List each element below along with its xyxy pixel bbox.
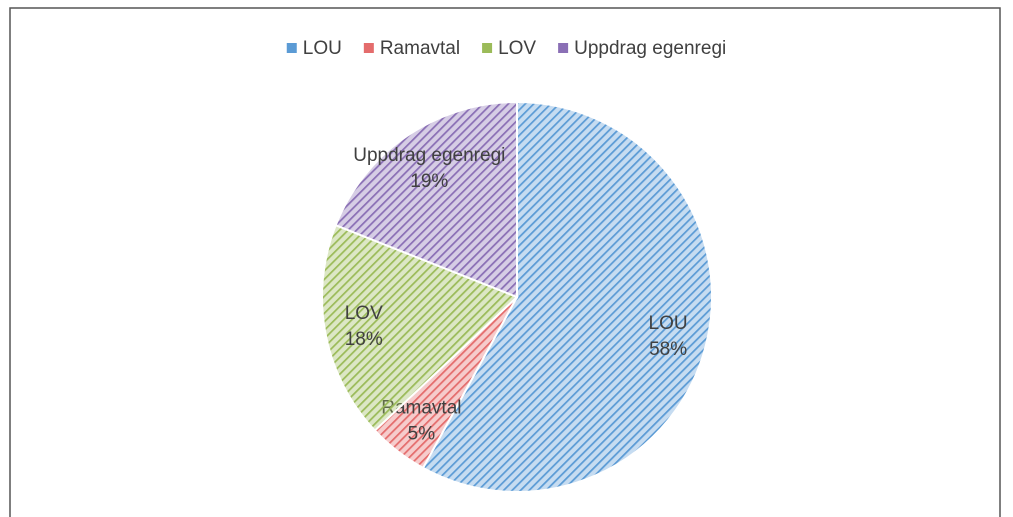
legend-label: LOU: [303, 38, 342, 59]
data-label-value: 18%: [345, 329, 383, 350]
data-label-value: 5%: [408, 423, 436, 444]
data-label-name: LOV: [345, 303, 383, 324]
legend-marker: [286, 43, 297, 53]
chart-frame: [9, 7, 1001, 517]
data-label-value: 58%: [649, 339, 687, 360]
legend-label: Ramavtal: [380, 38, 460, 59]
legend-marker: [363, 43, 374, 53]
data-label-value: 19%: [410, 171, 448, 192]
pie-slice: [334, 100, 518, 299]
pie-slice: [421, 100, 713, 493]
data-label-name: LOU: [649, 313, 688, 334]
legend-marker: [482, 43, 493, 53]
legend-marker: [558, 43, 569, 53]
pie-slice: [321, 223, 519, 432]
legend: LOU Ramavtal LOV Uppdrag egenregi: [286, 38, 726, 59]
legend-label: LOV: [498, 38, 536, 59]
data-label-name: Uppdrag egenregi: [353, 145, 505, 166]
legend-label: Uppdrag egenregi: [574, 38, 726, 59]
